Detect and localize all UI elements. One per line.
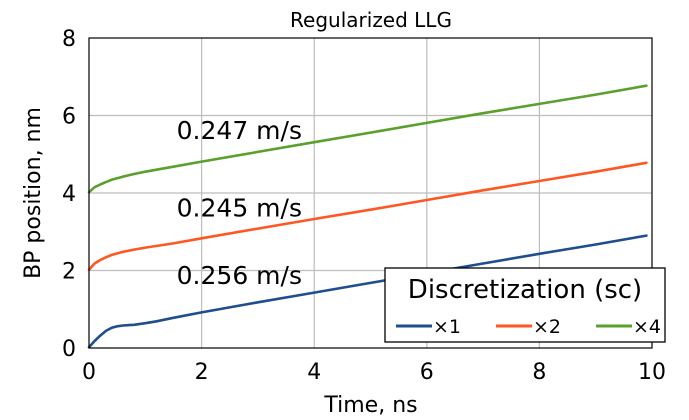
- x-tick-label: 4: [307, 360, 321, 385]
- legend-label: ×4: [633, 316, 661, 338]
- tick-labels: 0 2 4 6 8 10 0 2 4 6 8: [62, 27, 666, 385]
- plot-frame: [88, 37, 653, 349]
- legend-box: [384, 267, 666, 343]
- x-tick-label: 2: [195, 360, 209, 385]
- y-axis-label: BP position, nm: [21, 107, 46, 279]
- y-tick-label: 4: [62, 182, 76, 207]
- y-tick-label: 6: [62, 105, 76, 130]
- legend: Discretization (sc) ×1 ×2 ×4: [384, 267, 666, 343]
- y-tick-label: 8: [62, 27, 76, 52]
- x-axis-label: Time, ns: [323, 393, 417, 418]
- series-line: [87, 84, 648, 194]
- x-tick-label: 0: [82, 360, 96, 385]
- rate-annotation: 0.247 m/s: [177, 116, 302, 145]
- legend-title: Discretization (sc): [408, 275, 642, 305]
- series-line: [87, 234, 648, 349]
- legend-label: ×1: [433, 316, 461, 338]
- grid: [89, 38, 652, 348]
- chart-title: Regularized LLG: [290, 8, 452, 32]
- rate-annotation: 0.256 m/s: [177, 261, 302, 290]
- x-tick-label: 6: [420, 360, 434, 385]
- rate-annotation: 0.245 m/s: [177, 193, 302, 222]
- series-layer: [87, 84, 648, 349]
- x-tick-label: 8: [532, 360, 546, 385]
- y-tick-label: 0: [62, 337, 76, 362]
- legend-label: ×2: [533, 316, 561, 338]
- series-line: [87, 161, 648, 271]
- y-tick-label: 2: [62, 260, 76, 285]
- annotations: 0.247 m/s 0.245 m/s 0.256 m/s: [177, 116, 302, 290]
- x-tick-label: 10: [638, 360, 666, 385]
